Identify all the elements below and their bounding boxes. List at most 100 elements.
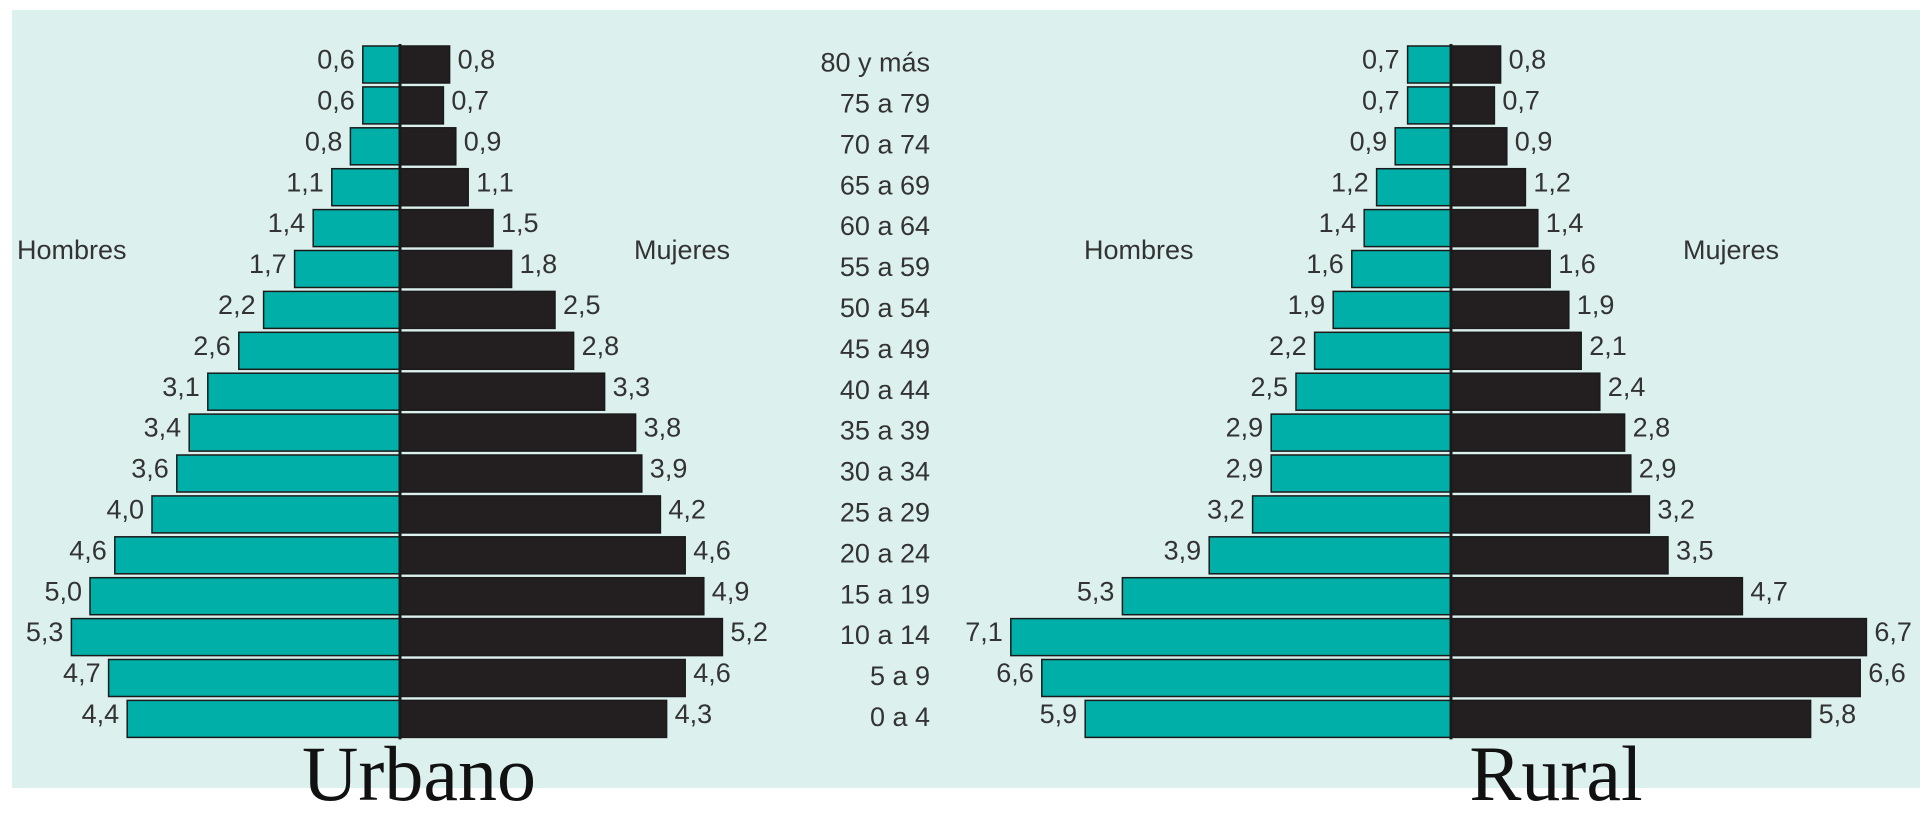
bar [1295,372,1452,411]
value-label: 1,4 [1546,208,1584,238]
bar [262,290,401,330]
bar [1450,86,1496,125]
value-label: 2,9 [1226,454,1264,484]
bar [1375,167,1452,207]
value-label: 0,8 [1509,45,1547,75]
bar [399,249,513,289]
value-label: 6,6 [996,658,1034,688]
value-label: 1,4 [1319,208,1357,238]
bar [1450,127,1508,166]
bar [1450,290,1570,330]
category-label: 30 a 34 [840,457,930,487]
value-label: 6,6 [1868,658,1906,688]
bar [1084,699,1452,739]
bar [399,86,445,125]
chart-title: Urbano [302,730,536,817]
value-label: 0,9 [464,126,502,156]
category-label: 60 a 64 [840,211,930,241]
value-label: 0,6 [317,86,355,116]
category-label: 5 a 9 [870,661,930,691]
bar [1450,536,1669,575]
bar [1363,208,1452,248]
value-label: 3,6 [131,454,169,484]
bar [1010,617,1452,657]
bar [1313,331,1452,371]
bar [1041,658,1452,698]
value-label: 5,2 [730,617,768,647]
bar [399,536,686,575]
bar [399,576,705,616]
value-label: 3,2 [1207,495,1245,525]
value-label: 1,6 [1306,249,1344,279]
bar [399,167,469,207]
category-label: 45 a 49 [840,334,930,364]
chart-title: Rural [1469,730,1642,817]
value-label: 4,2 [668,495,706,525]
bar [362,86,401,125]
category-label: 75 a 79 [840,89,930,119]
value-label: 1,6 [1558,249,1596,279]
bar [1450,495,1651,534]
category-label: 10 a 14 [840,620,930,650]
bar [399,290,556,330]
value-label: 0,8 [305,126,343,156]
value-label: 6,7 [1874,617,1912,647]
category-label: 40 a 44 [840,375,930,405]
bar [70,617,401,657]
bar [399,331,575,371]
bar [293,249,401,289]
bar [399,413,637,452]
bar [1251,495,1452,534]
value-label: 2,5 [563,290,601,320]
bar [1406,45,1452,84]
legend-label: Hombres [1084,235,1194,265]
bar [399,495,662,534]
value-label: 4,9 [712,576,750,606]
value-label: 2,9 [1639,454,1677,484]
value-label: 4,7 [1750,576,1788,606]
bar [362,45,401,84]
category-label: 20 a 24 [840,538,930,568]
category-label: 15 a 19 [840,579,930,609]
value-label: 1,7 [249,249,287,279]
bar [1450,617,1868,657]
value-label: 4,3 [675,699,713,729]
category-label: 80 y más [820,48,930,78]
value-label: 4,7 [63,658,101,688]
bar [1450,372,1601,411]
value-label: 1,9 [1577,290,1615,320]
bar [1394,127,1452,166]
value-label: 0,7 [1362,86,1400,116]
value-label: 0,7 [451,86,489,116]
value-label: 5,3 [26,617,64,647]
bar [176,454,401,493]
bar [1450,576,1744,616]
value-label: 2,4 [1608,372,1646,402]
bar [107,658,401,698]
value-label: 0,7 [1362,45,1400,75]
value-label: 4,6 [69,535,107,565]
value-label: 3,1 [162,372,200,402]
value-label: 1,2 [1533,167,1571,197]
value-label: 1,9 [1288,290,1326,320]
bar [1450,699,1812,739]
bar [399,208,494,248]
bar [114,536,401,575]
category-label: 25 a 29 [840,498,930,528]
bar [1406,86,1452,125]
bar [399,45,451,84]
category-label: 0 a 4 [870,702,930,732]
bar [188,413,401,452]
value-label: 5,9 [1040,699,1078,729]
value-label: 1,1 [476,167,514,197]
bar [399,127,457,166]
value-label: 1,1 [286,167,324,197]
value-label: 3,2 [1657,495,1695,525]
bar [1351,249,1452,289]
bar [1208,536,1452,575]
value-label: 0,8 [458,45,496,75]
legend-label: Mujeres [634,235,730,265]
bar [238,331,401,371]
bar [1270,413,1452,452]
